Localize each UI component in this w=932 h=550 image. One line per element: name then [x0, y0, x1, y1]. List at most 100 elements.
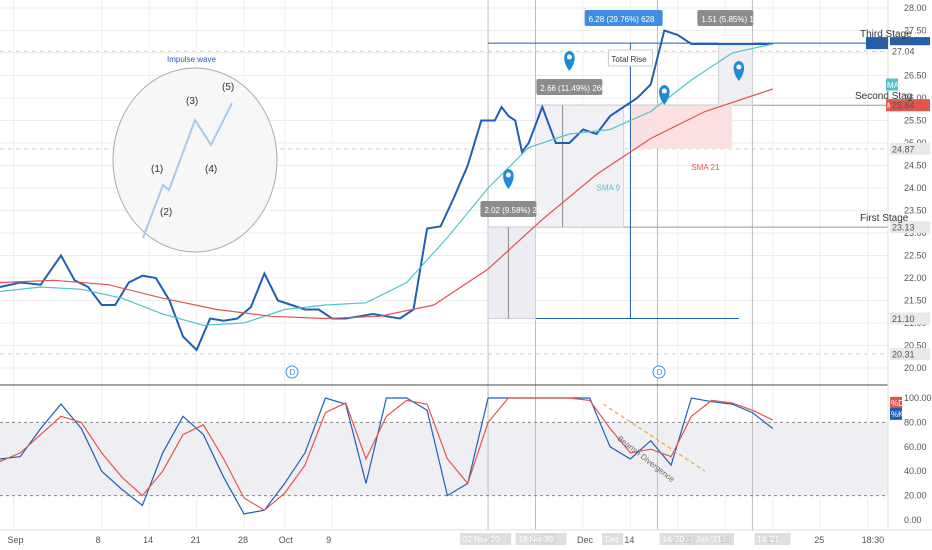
dividend-marker-label: D — [657, 368, 663, 377]
oscillator-tick-label: 0.00 — [904, 515, 922, 525]
stoch-d-tag-label: %D — [891, 399, 904, 408]
price-tick-label: 26.00 — [904, 93, 927, 103]
date-tag-bg — [754, 533, 791, 545]
measure-box-1 — [487, 226, 537, 319]
price-tick-label: 28.00 — [904, 3, 927, 13]
time-tick-label: 14 — [143, 535, 153, 545]
sma9-line — [0, 43, 773, 326]
date-tag-bg — [541, 533, 558, 545]
date-tag-label: Dec — [605, 535, 619, 544]
price-2031-tag-bg — [890, 348, 930, 361]
date-tag-label: 19 Nov'20 — [519, 535, 555, 544]
oscillator-band — [0, 422, 888, 496]
dividend-marker-icon[interactable] — [285, 365, 299, 379]
price-2704-tag-bg — [890, 45, 930, 58]
time-tick-label: 18:30 — [862, 535, 885, 545]
wave-2-label: (2) — [160, 207, 172, 218]
price-2487-tag: 24.87 — [892, 144, 915, 154]
price-tick-label: 22.50 — [904, 251, 927, 261]
price-tick-label: 20.50 — [904, 341, 927, 351]
ufo-name-label: UFO — [868, 39, 887, 49]
dividend-marker-label: D — [290, 368, 296, 377]
time-tick-label: 25 — [814, 535, 824, 545]
ma1-label: MA — [887, 81, 900, 90]
measure-total-label-bg — [584, 10, 663, 26]
time-tick-label: 21 — [191, 535, 201, 545]
location-pin-icon[interactable] — [733, 61, 745, 81]
time-tick-label: 28 — [238, 535, 248, 545]
sma21-label: SMA 21 — [691, 163, 720, 172]
first-stage-label: First Stage — [860, 213, 909, 224]
time-tick-label: Oct — [279, 535, 294, 545]
price-2110-tag-bg — [890, 312, 930, 325]
date-tag-label: 30 — [544, 535, 553, 544]
measure-2-label-bg — [536, 79, 603, 95]
time-tick-label: Dec — [577, 535, 594, 545]
location-pin-icon[interactable] — [659, 85, 670, 105]
stoch-k-tag — [890, 407, 902, 420]
impulse-wave-title: Impulse wave — [167, 55, 216, 64]
measure-1-label: 2.02 (9.58%) 202 — [484, 206, 546, 215]
measure-3-label-bg — [697, 10, 754, 26]
price-tick-label: 26.50 — [904, 71, 927, 81]
measure-1-label-bg — [480, 201, 537, 217]
stoch-k-tag-label: %K — [891, 410, 904, 419]
impulse-wave-path — [142, 102, 233, 239]
oscillator-tick-label: 40.00 — [904, 466, 927, 476]
price-2313-tag: 23.13 — [892, 223, 915, 233]
price-tick-label: 20.00 — [904, 363, 927, 373]
ufo-name-tag — [866, 37, 888, 50]
wave-3-label: (3) — [186, 96, 198, 107]
oscillator-tick-label: 80.00 — [904, 417, 927, 427]
wave-5-label: (5) — [222, 82, 234, 93]
divergence-line — [602, 403, 706, 472]
sma21-line — [0, 88, 773, 320]
date-tag-bg — [659, 533, 696, 545]
date-tag-bg — [692, 533, 734, 545]
time-tick-label: 8 — [96, 535, 101, 545]
oscillator-tick-label: 100.00 — [904, 393, 932, 403]
sma9-label: SMA 9 — [597, 183, 621, 192]
ma1-tag — [886, 78, 898, 91]
price-2313-tag-bg — [890, 221, 930, 234]
second-stage-label: Second Stag — [855, 91, 912, 102]
wave-1-label: (1) — [151, 164, 163, 175]
date-tag-label: 14 '20 — [663, 535, 685, 544]
location-pin-dot — [505, 172, 511, 178]
date-tag-label: 02 Nov 20 — [463, 535, 500, 544]
date-tag-bg — [602, 533, 624, 545]
time-tick-label: 14 — [624, 535, 634, 545]
price-tick-label: 24.50 — [904, 161, 927, 171]
price-2031-tag: 20.31 — [892, 350, 915, 360]
location-pin-icon[interactable] — [503, 169, 514, 189]
location-pin-dot — [661, 88, 667, 94]
impulse-wave-circle — [112, 67, 278, 253]
price-2584-tag: 25.84 — [892, 101, 915, 111]
stoch-d-tag — [890, 396, 902, 409]
stoch-d-line — [0, 397, 774, 511]
location-pin-dot — [566, 54, 572, 60]
oscillator-tick-label: 60.00 — [904, 442, 927, 452]
date-tag-label: 14 '21 — [757, 535, 779, 544]
price-axis[interactable] — [888, 0, 932, 550]
price-tick-label: 25.50 — [904, 116, 927, 126]
total-rise-label: Total Rise — [611, 55, 647, 64]
price-2487-tag-bg — [890, 142, 930, 155]
time-tick-label: 9 — [326, 535, 331, 545]
price-tick-label: 22.00 — [904, 273, 927, 283]
date-tag-label: Jan '21 — [696, 535, 722, 544]
oscillator-tick-label: 20.00 — [904, 491, 927, 501]
third-stage-label: Third Stage — [860, 29, 912, 40]
price-2110-tag: 21.10 — [892, 314, 915, 324]
wave-4-label: (4) — [205, 164, 217, 175]
location-pin-dot — [736, 64, 742, 70]
stoch-k-line — [0, 397, 774, 515]
measure-2-label: 2.66 (11.49%) 266 — [540, 84, 606, 93]
price-tick-label: 23.50 — [904, 206, 927, 216]
location-pin-icon[interactable] — [564, 51, 575, 71]
price-2584-tag-bg — [890, 99, 930, 112]
price-tick-label: 21.50 — [904, 296, 927, 306]
dividend-marker-icon[interactable] — [652, 365, 666, 379]
